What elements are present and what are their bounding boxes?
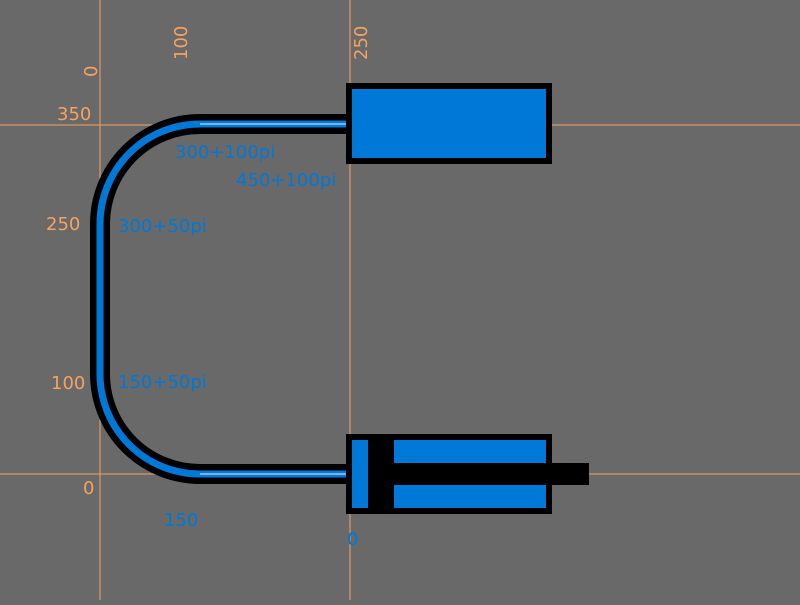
piston-rod bbox=[390, 463, 589, 485]
bottom-cylinder bbox=[346, 434, 589, 514]
top-cylinder bbox=[346, 83, 552, 164]
hose-fluid bbox=[96, 120, 350, 478]
path-label-lower-left: 150+50pi bbox=[118, 372, 207, 393]
path-label-start: 0 bbox=[347, 529, 358, 550]
hose bbox=[90, 114, 350, 484]
top-cylinder-body bbox=[346, 83, 552, 164]
axis-labels: 0 100 250 350 250 100 0 bbox=[46, 26, 372, 499]
path-label-bottom-straight: 150 bbox=[164, 510, 198, 531]
x-axis-label-100: 100 bbox=[171, 26, 192, 60]
x-axis-label-250: 250 bbox=[351, 26, 372, 60]
path-labels: 300+100pi 450+100pi 300+50pi 150+50pi 15… bbox=[118, 142, 358, 550]
y-axis-label-100: 100 bbox=[51, 373, 85, 394]
y-axis-label-0: 0 bbox=[83, 478, 94, 499]
path-label-top-straight-end: 450+100pi bbox=[236, 170, 336, 191]
y-axis-label-250: 250 bbox=[46, 214, 80, 235]
x-axis-label-0: 0 bbox=[81, 66, 102, 77]
path-label-top-arc-end: 300+100pi bbox=[175, 142, 275, 163]
path-label-upper-left: 300+50pi bbox=[118, 216, 207, 237]
piston-head bbox=[368, 440, 394, 508]
y-axis-label-350: 350 bbox=[57, 104, 91, 125]
